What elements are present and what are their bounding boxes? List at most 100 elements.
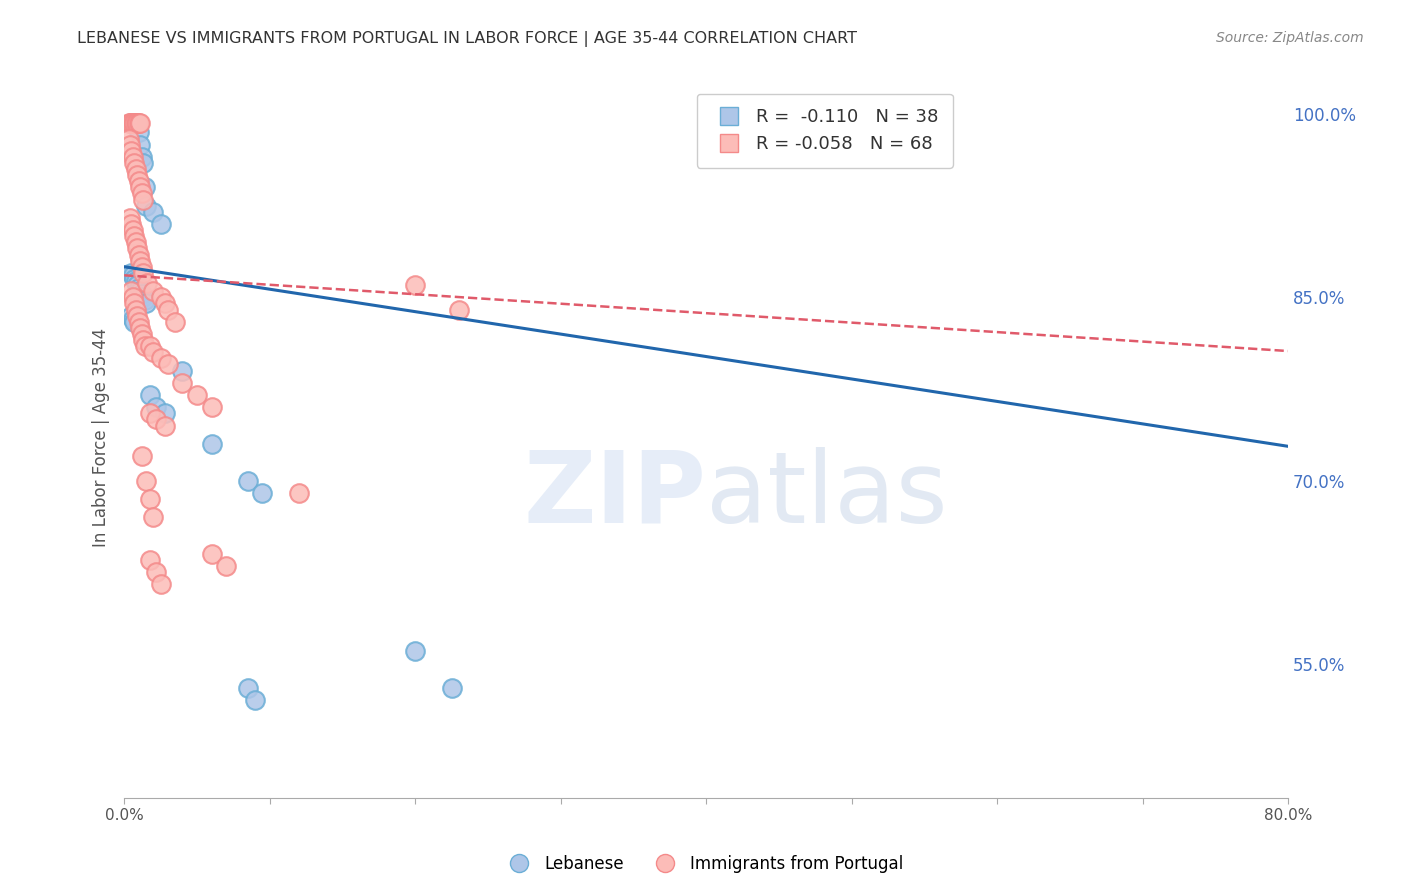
Point — [124, 272, 146, 286]
Point — [121, 115, 143, 129]
Point — [124, 296, 146, 310]
Point — [145, 401, 167, 415]
Point — [128, 115, 150, 129]
Point — [139, 553, 162, 567]
Point — [236, 681, 259, 695]
Point — [145, 412, 167, 426]
Point — [131, 260, 153, 274]
Point — [117, 115, 139, 129]
Point — [122, 290, 145, 304]
Point — [122, 268, 145, 283]
Text: LEBANESE VS IMMIGRANTS FROM PORTUGAL IN LABOR FORCE | AGE 35-44 CORRELATION CHAR: LEBANESE VS IMMIGRANTS FROM PORTUGAL IN … — [77, 31, 858, 47]
Point — [440, 681, 463, 695]
Point — [153, 418, 176, 433]
Point — [153, 296, 176, 310]
Point — [127, 242, 149, 256]
Point — [200, 437, 222, 451]
Point — [135, 474, 157, 488]
Point — [122, 223, 145, 237]
Point — [404, 644, 426, 658]
Point — [127, 115, 149, 129]
Point — [122, 115, 145, 129]
Point — [200, 547, 222, 561]
Point — [129, 180, 152, 194]
Point — [142, 345, 165, 359]
Point — [134, 339, 156, 353]
Point — [127, 309, 149, 323]
Point — [131, 186, 153, 201]
Point — [149, 217, 172, 231]
Point — [149, 351, 172, 366]
Point — [172, 376, 194, 390]
Point — [125, 115, 148, 129]
Point — [122, 115, 145, 129]
Point — [128, 280, 150, 294]
Point — [139, 388, 162, 402]
Point — [118, 137, 141, 152]
Point — [118, 115, 141, 129]
Point — [404, 278, 426, 293]
Point — [149, 290, 172, 304]
Point — [142, 284, 165, 298]
Point — [131, 150, 153, 164]
Point — [121, 284, 143, 298]
Text: Source: ZipAtlas.com: Source: ZipAtlas.com — [1216, 31, 1364, 45]
Point — [131, 326, 153, 341]
Point — [132, 156, 155, 170]
Point — [139, 339, 162, 353]
Point — [200, 401, 222, 415]
Y-axis label: In Labor Force | Age 35-44: In Labor Force | Age 35-44 — [93, 328, 110, 548]
Point — [128, 174, 150, 188]
Point — [139, 491, 162, 506]
Point — [156, 302, 179, 317]
Point — [236, 474, 259, 488]
Legend: R =  -0.110   N = 38, R = -0.058   N = 68: R = -0.110 N = 38, R = -0.058 N = 68 — [697, 94, 953, 168]
Point — [127, 168, 149, 182]
Point — [124, 229, 146, 244]
Point — [132, 193, 155, 207]
Point — [127, 278, 149, 293]
Point — [447, 302, 470, 317]
Point — [129, 253, 152, 268]
Point — [153, 406, 176, 420]
Point — [125, 302, 148, 317]
Point — [243, 693, 266, 707]
Point — [288, 485, 311, 500]
Point — [215, 559, 238, 574]
Point — [132, 290, 155, 304]
Point — [125, 274, 148, 288]
Point — [121, 115, 143, 129]
Point — [165, 315, 187, 329]
Point — [124, 115, 146, 129]
Point — [125, 162, 148, 177]
Point — [172, 363, 194, 377]
Point — [129, 115, 152, 129]
Point — [121, 217, 143, 231]
Point — [149, 577, 172, 591]
Point — [121, 309, 143, 323]
Point — [124, 115, 146, 129]
Point — [142, 510, 165, 524]
Point — [142, 204, 165, 219]
Point — [124, 315, 146, 329]
Point — [135, 199, 157, 213]
Point — [134, 293, 156, 307]
Point — [145, 565, 167, 579]
Point — [125, 235, 148, 250]
Point — [139, 406, 162, 420]
Point — [129, 137, 152, 152]
Point — [127, 115, 149, 129]
Point — [132, 266, 155, 280]
Point — [117, 131, 139, 145]
Text: ZIP: ZIP — [523, 447, 706, 544]
Point — [121, 266, 143, 280]
Point — [252, 485, 274, 500]
Point — [125, 115, 148, 129]
Point — [131, 286, 153, 301]
Point — [134, 180, 156, 194]
Point — [122, 312, 145, 326]
Legend: Lebanese, Immigrants from Portugal: Lebanese, Immigrants from Portugal — [496, 848, 910, 880]
Point — [128, 125, 150, 139]
Text: atlas: atlas — [706, 447, 948, 544]
Point — [128, 247, 150, 261]
